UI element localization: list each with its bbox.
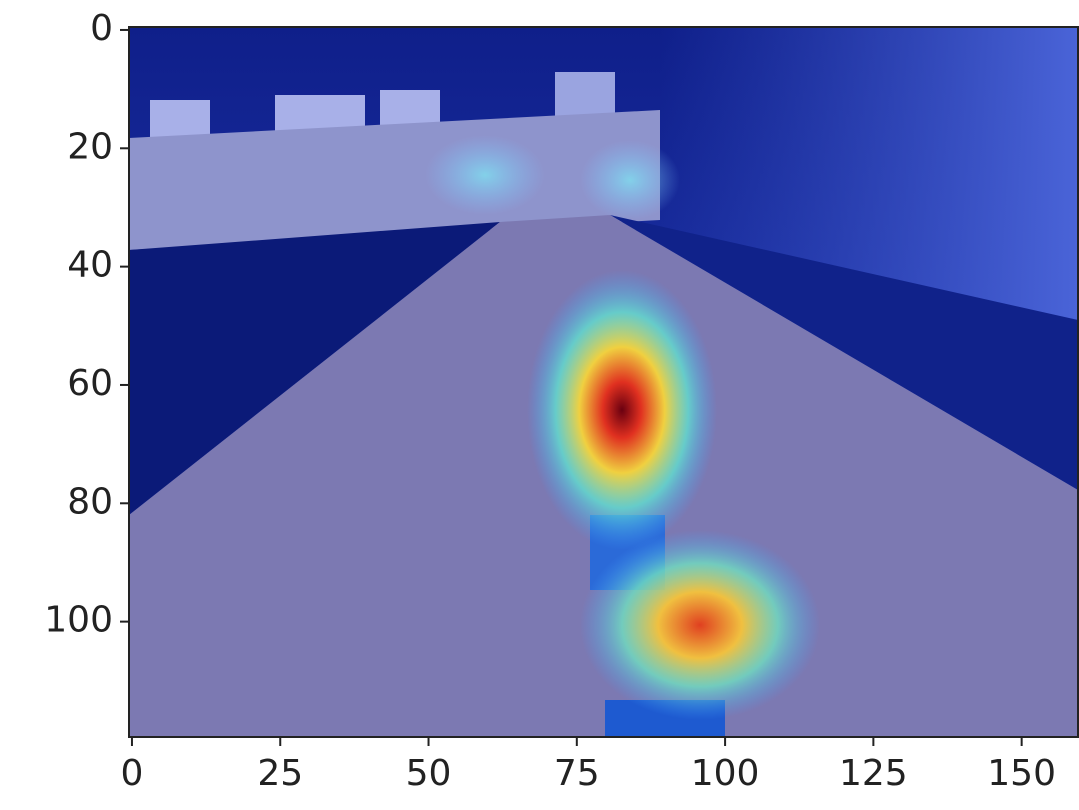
y-tick-label: 40 <box>67 245 113 286</box>
chart: 0 25 50 75 100 125 150 0 20 40 60 80 100 <box>0 0 1079 810</box>
y-tick-label: 80 <box>67 481 113 522</box>
x-tick-label: 150 <box>987 753 1056 794</box>
x-tick-label: 25 <box>257 753 303 794</box>
x-tick-label: 0 <box>121 753 144 794</box>
y-tick-label: 20 <box>67 126 113 167</box>
x-tick-label: 125 <box>839 753 908 794</box>
heatmap-image <box>129 27 1078 740</box>
x-tick-label: 75 <box>554 753 600 794</box>
x-tick-label: 100 <box>691 753 760 794</box>
page: 0255075100125150020406080100 (() => { co… <box>0 0 1079 810</box>
x-tick-label: 50 <box>406 753 452 794</box>
y-tick-label: 0 <box>90 8 113 49</box>
y-tick-label: 60 <box>67 363 113 404</box>
y-tick-label: 100 <box>44 600 113 641</box>
